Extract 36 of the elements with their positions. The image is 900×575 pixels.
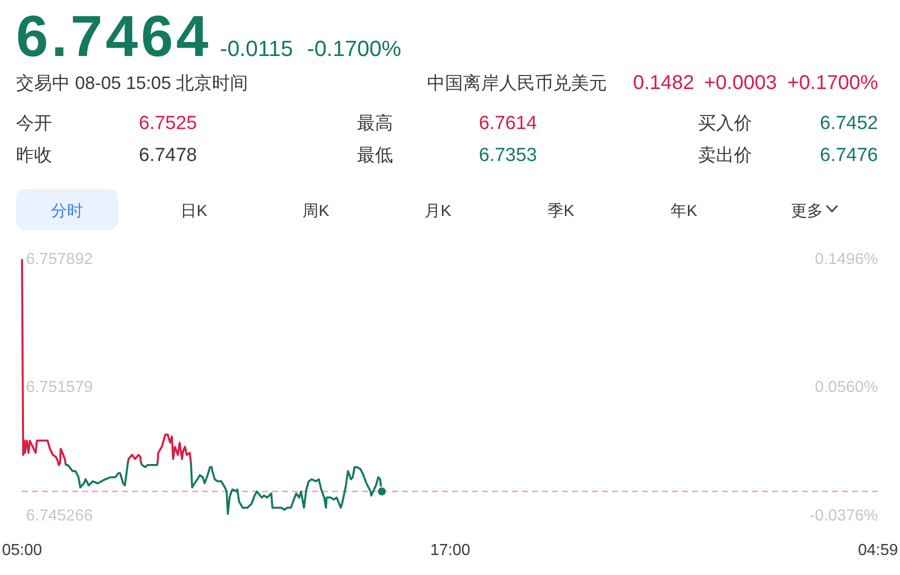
y2-tick-label: -0.0376% (810, 507, 878, 524)
text: 6.7476 (820, 145, 878, 166)
x-tick-label: 05:00 (2, 542, 42, 559)
text: 6.7452 (820, 113, 878, 134)
y-tick-label: 6.751579 (26, 379, 93, 396)
y-tick-label: 6.745266 (26, 507, 93, 524)
y2-tick-label: 0.1496% (814, 250, 878, 268)
text: 今开 (16, 113, 52, 133)
y2-tick-label: 0.0560% (814, 379, 878, 396)
text: 日K (180, 203, 208, 220)
text: 更多 (791, 202, 823, 220)
text: 交易中 08-05 15:05 北京时间 (16, 73, 248, 93)
text: 分时 (51, 202, 83, 220)
text: 6.7353 (478, 145, 537, 166)
text: 买入价 (698, 113, 752, 133)
text: 年K (670, 203, 698, 220)
x-tick-label: 04:59 (858, 542, 898, 559)
text: +0.1700% (787, 72, 878, 94)
text: -0.1700% (307, 36, 402, 61)
text: 6.7478 (138, 145, 197, 166)
text: 6.7614 (478, 113, 538, 134)
text: 6.7464 (16, 4, 212, 69)
text: 季K (548, 202, 575, 220)
text: +0.0003 (704, 72, 777, 94)
x-tick-label: 17:00 (430, 542, 470, 559)
text: 0.1482 (633, 72, 694, 94)
text: -0.0115 (220, 36, 293, 61)
text: 卖出价 (698, 145, 752, 165)
y-tick-label: 6.757892 (26, 250, 93, 268)
text: 最低 (357, 145, 393, 165)
text: 昨收 (16, 145, 52, 165)
text: 周K (302, 203, 330, 220)
text: 月K (424, 203, 452, 220)
text: 6.7525 (138, 113, 197, 134)
text: 中国离岸人民币兑美元 (427, 73, 607, 93)
text: 最高 (357, 113, 393, 133)
